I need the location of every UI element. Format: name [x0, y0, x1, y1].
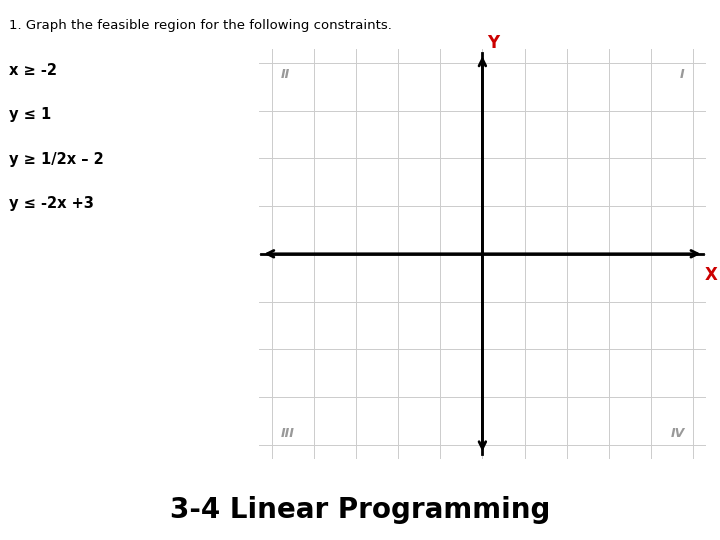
Text: II: II	[280, 68, 289, 80]
Text: x ≥ -2: x ≥ -2	[9, 63, 58, 78]
Text: X: X	[705, 266, 718, 284]
Text: IV: IV	[670, 427, 685, 440]
Text: I: I	[680, 68, 685, 80]
Text: III: III	[280, 427, 294, 440]
Text: Y: Y	[487, 35, 500, 52]
Text: y ≤ -2x +3: y ≤ -2x +3	[9, 196, 94, 211]
Text: 1. Graph the feasible region for the following constraints.: 1. Graph the feasible region for the fol…	[9, 19, 392, 32]
Text: 3-4 Linear Programming: 3-4 Linear Programming	[170, 496, 550, 524]
Text: y ≤ 1: y ≤ 1	[9, 107, 52, 123]
Text: y ≥ 1/2x – 2: y ≥ 1/2x – 2	[9, 152, 104, 167]
